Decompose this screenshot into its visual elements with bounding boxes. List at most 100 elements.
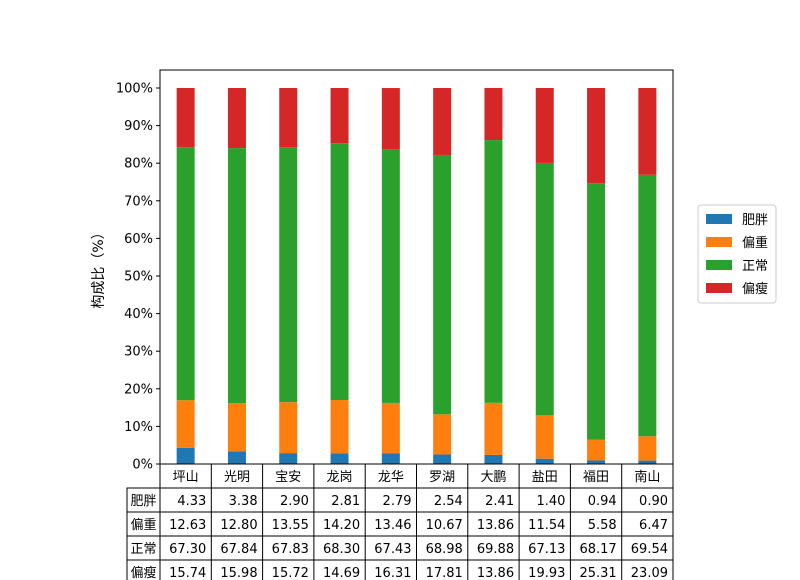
y-tick-label: 10% — [124, 420, 153, 435]
bar-segment — [330, 88, 349, 144]
bar-segment — [227, 451, 246, 464]
table-cell: 4.33 — [177, 494, 206, 509]
legend-label: 偏重 — [742, 235, 768, 251]
table-column-header: 光明 — [224, 470, 250, 485]
table-row-label: 偏瘦 — [130, 565, 156, 580]
table-column-header: 宝安 — [275, 470, 301, 485]
y-tick-label: 70% — [124, 194, 153, 209]
y-axis-label: 构成比（%） — [91, 225, 107, 308]
bar-segment — [535, 458, 554, 464]
table-cell: 15.98 — [220, 566, 257, 580]
legend-label: 正常 — [742, 259, 768, 274]
legend-label: 肥胖 — [742, 213, 768, 228]
y-tick-label: 100% — [116, 82, 153, 97]
table-cell: 14.20 — [323, 518, 360, 533]
bar-segment — [176, 400, 195, 448]
table-cell: 68.17 — [579, 542, 616, 557]
table-column-header: 坪山 — [173, 470, 199, 485]
table-cell: 16.31 — [374, 566, 411, 580]
table-cell: 13.86 — [477, 518, 514, 533]
bar-segment — [638, 460, 657, 464]
table-cell: 69.88 — [477, 542, 514, 557]
table-column-header: 南山 — [634, 469, 660, 485]
table-column-header: 龙岗 — [327, 470, 353, 485]
y-tick-label: 80% — [124, 157, 153, 172]
table-cell: 2.79 — [383, 494, 412, 509]
table-cell: 2.81 — [331, 494, 360, 509]
bar-segment — [433, 454, 452, 464]
table-cell: 68.98 — [426, 542, 463, 557]
bar-segment — [330, 143, 349, 401]
legend-swatch — [706, 283, 732, 293]
table-column-header: 盐田 — [532, 470, 558, 485]
table-cell: 2.54 — [434, 494, 463, 509]
table-cell: 2.41 — [485, 494, 514, 509]
table-row-label: 肥胖 — [130, 494, 156, 509]
table-cell: 5.58 — [588, 518, 617, 533]
table-cell: 67.30 — [169, 542, 206, 557]
bar-segment — [279, 402, 298, 454]
table-cell: 11.54 — [528, 518, 565, 533]
bar-segment — [484, 454, 503, 464]
table-cell: 25.31 — [579, 566, 616, 580]
bar-segment — [381, 453, 400, 464]
bar-segment — [638, 436, 657, 461]
bar-segment — [381, 88, 400, 150]
table-column-header: 罗湖 — [429, 470, 455, 485]
table-cell: 0.90 — [639, 494, 668, 509]
bar-segment — [381, 402, 400, 454]
y-tick-label: 50% — [124, 270, 153, 285]
bar-segment — [176, 447, 195, 464]
y-tick-label: 30% — [124, 345, 153, 360]
table-row-label: 正常 — [130, 542, 156, 557]
legend-swatch — [706, 237, 732, 247]
legend-box — [697, 204, 777, 304]
table-row-label: 偏重 — [130, 517, 156, 533]
bar-segment — [330, 400, 349, 454]
table-cell: 67.13 — [528, 542, 565, 557]
table-column-header: 龙华 — [378, 470, 404, 485]
table-cell: 0.94 — [588, 494, 617, 509]
bar-segment — [638, 174, 657, 437]
table-cell: 15.74 — [169, 566, 206, 580]
bar-segment — [330, 453, 349, 464]
bar-segment — [381, 149, 400, 403]
table-cell: 17.81 — [426, 566, 463, 580]
table-cell: 67.43 — [374, 542, 411, 557]
bar-segment — [433, 414, 452, 455]
table-cell: 13.55 — [272, 518, 309, 533]
table-cell: 3.38 — [229, 494, 258, 509]
table-column-header: 大鹏 — [480, 470, 506, 485]
table-cell: 6.47 — [639, 518, 668, 533]
bar-segment — [279, 88, 298, 148]
table-cell: 14.69 — [323, 566, 360, 580]
bar-segment — [587, 88, 606, 184]
table-cell: 10.67 — [426, 518, 463, 533]
table-row — [126, 559, 674, 580]
y-tick-label: 90% — [124, 119, 153, 134]
y-tick-label: 40% — [124, 307, 153, 322]
bar-segment — [227, 403, 246, 452]
y-tick-label: 0% — [132, 458, 153, 473]
bar-segment — [535, 162, 554, 416]
bar-segment — [587, 183, 606, 440]
bar-segment — [535, 88, 554, 163]
bar-segment — [638, 88, 657, 175]
bar-segment — [484, 402, 503, 455]
table-cell: 2.90 — [280, 494, 309, 509]
table-cell: 19.93 — [528, 566, 565, 580]
table-column-header: 福田 — [583, 470, 609, 485]
table-cell: 67.84 — [220, 542, 257, 557]
table-cell: 15.72 — [272, 566, 309, 580]
bar-segment — [176, 88, 195, 148]
table-cell: 69.54 — [631, 542, 668, 557]
table-cell: 12.63 — [169, 518, 206, 533]
bar-segment — [227, 148, 246, 404]
bar-segment — [484, 87, 503, 141]
bar-segment — [279, 453, 298, 464]
bar-segment — [176, 147, 195, 401]
